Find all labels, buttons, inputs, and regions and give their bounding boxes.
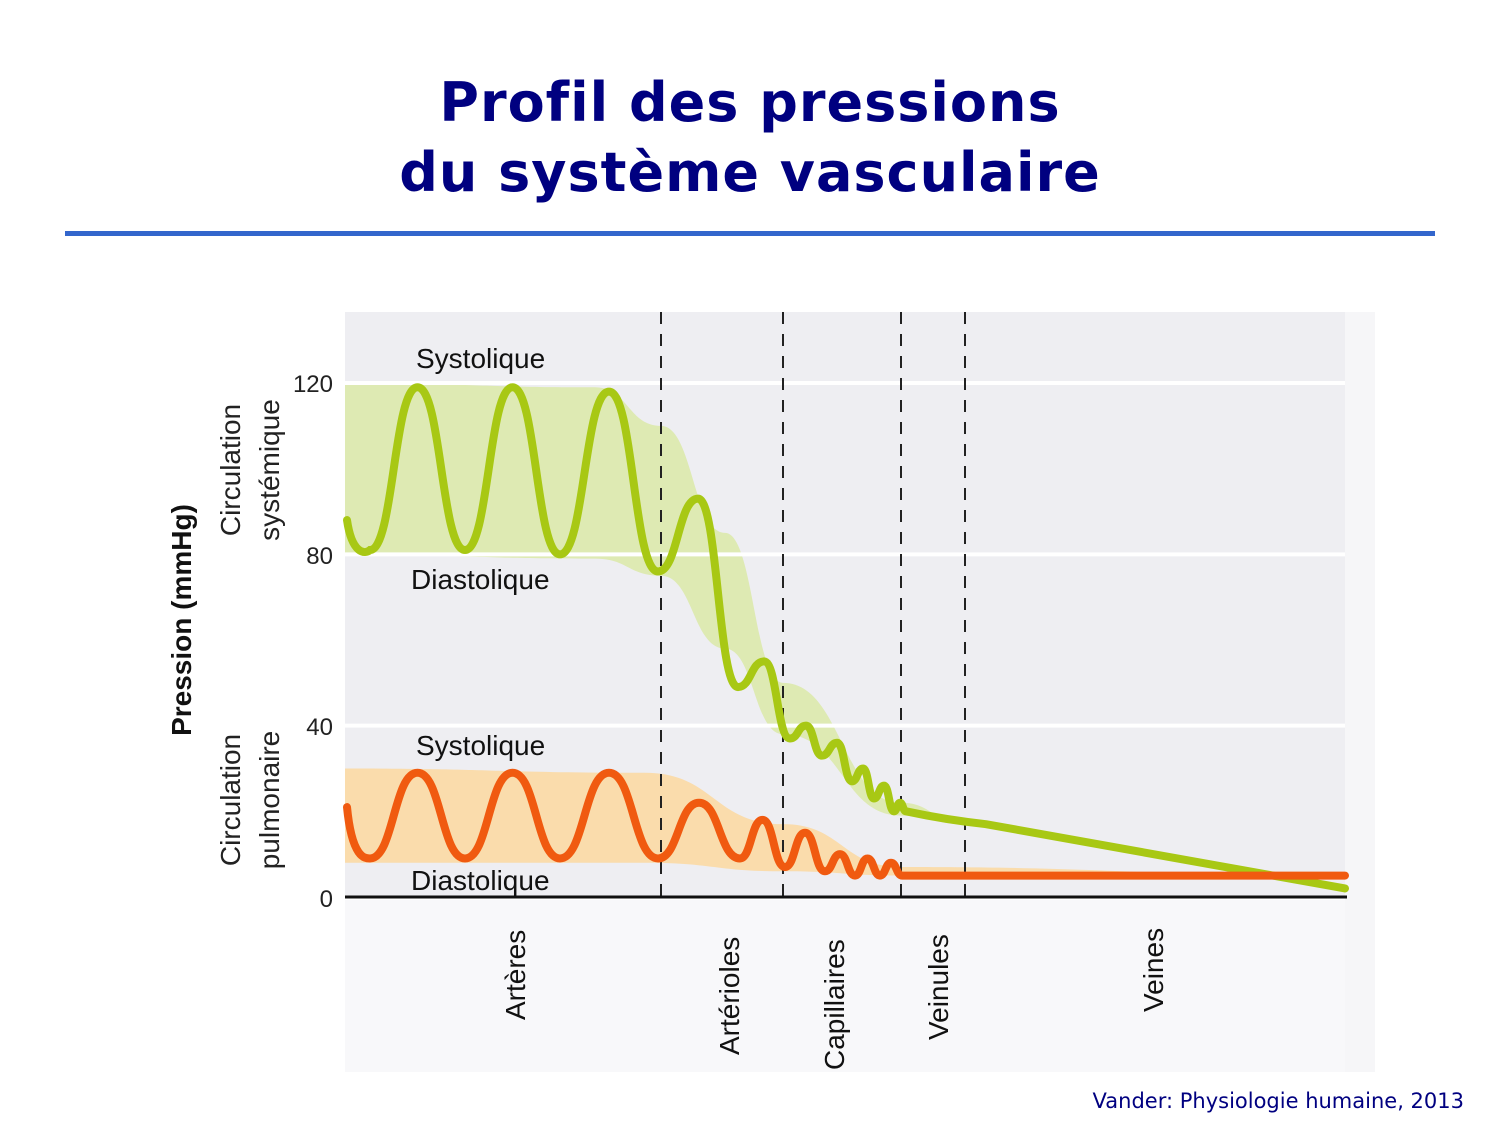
systemic-pressure-curve: [343, 383, 1349, 893]
gridlines: [345, 381, 1345, 728]
systemic-systolic-label: Systolique: [416, 343, 545, 374]
pulmonary-systolic-label: Systolique: [416, 730, 545, 761]
title-line-2: du système vasculaire: [399, 141, 1101, 204]
y-tick-80: 80: [306, 543, 333, 570]
source-credit: Vander: Physiologie humaine, 2013: [1092, 1089, 1464, 1113]
pulmonary-group-label-2: pulmonaire: [254, 731, 285, 870]
systemic-group-label-1: Circulation: [215, 404, 246, 536]
pressure-curves: [343, 383, 1349, 893]
segment-dividers: [660, 312, 966, 897]
category-arterioles: Artérioles: [714, 937, 745, 1055]
systemic-group-label-2: systémique: [254, 399, 285, 541]
category-arteres: Artères: [500, 930, 531, 1020]
y-tick-0: 0: [320, 886, 333, 913]
title-divider: [65, 231, 1435, 236]
y-tick-120: 120: [293, 371, 333, 398]
pulmonary-pressure-curve: [343, 768, 1349, 880]
title-line-1: Profil des pressions: [439, 71, 1061, 134]
y-axis-label: Pression (mmHg): [166, 504, 197, 736]
plot-fade-bottom: [345, 900, 1345, 1072]
pulmonary-diastolic-label: Diastolique: [411, 865, 550, 896]
systemic-diastolic-label: Diastolique: [411, 564, 550, 595]
category-capillaires: Capillaires: [819, 939, 850, 1070]
category-veinules: Veinules: [923, 934, 954, 1040]
category-veines: Veines: [1138, 928, 1169, 1012]
plot-fade-right: [1345, 312, 1375, 1072]
slide-title: Profil des pressions du système vasculai…: [0, 68, 1500, 208]
systemic-band: [345, 383, 1345, 889]
pulmonary-group-label-1: Circulation: [215, 734, 246, 866]
y-tick-40: 40: [306, 714, 333, 741]
